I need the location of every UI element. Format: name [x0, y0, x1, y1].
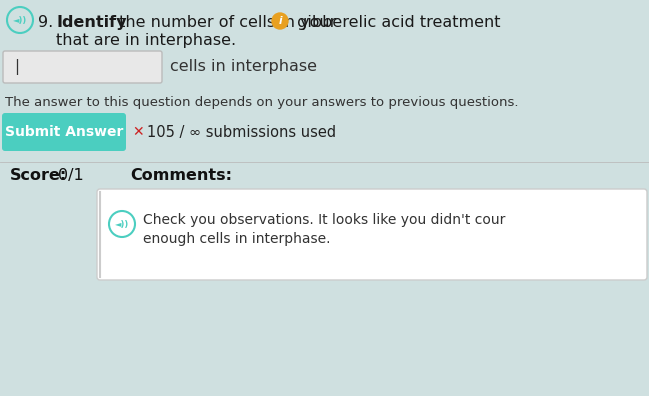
Text: gibberelic acid treatment: gibberelic acid treatment: [292, 15, 500, 30]
Circle shape: [272, 13, 288, 29]
Circle shape: [109, 211, 135, 237]
Text: Score:: Score:: [10, 168, 67, 183]
Text: The answer to this question depends on your answers to previous questions.: The answer to this question depends on y…: [5, 96, 519, 109]
Text: ✕: ✕: [132, 125, 143, 139]
FancyBboxPatch shape: [97, 189, 647, 280]
Text: Check you observations. It looks like you didn't cour: Check you observations. It looks like yo…: [143, 213, 506, 227]
Text: i: i: [278, 17, 282, 27]
Text: the number of cells in your: the number of cells in your: [114, 15, 341, 30]
Text: that are in interphase.: that are in interphase.: [56, 33, 236, 48]
FancyBboxPatch shape: [3, 51, 162, 83]
Text: enough cells in interphase.: enough cells in interphase.: [143, 232, 330, 246]
Text: Comments:: Comments:: [130, 168, 232, 183]
Text: 105 / ∞ submissions used: 105 / ∞ submissions used: [147, 124, 336, 139]
FancyBboxPatch shape: [2, 113, 126, 151]
Text: 0/1: 0/1: [58, 168, 84, 183]
Text: cells in interphase: cells in interphase: [170, 59, 317, 74]
Text: ◄)): ◄)): [115, 219, 129, 228]
Text: 9.: 9.: [38, 15, 53, 30]
Text: Identify: Identify: [56, 15, 127, 30]
Text: ◄)): ◄)): [13, 15, 27, 25]
Text: Submit Answer: Submit Answer: [5, 125, 123, 139]
Circle shape: [7, 7, 33, 33]
Text: |: |: [14, 59, 19, 75]
